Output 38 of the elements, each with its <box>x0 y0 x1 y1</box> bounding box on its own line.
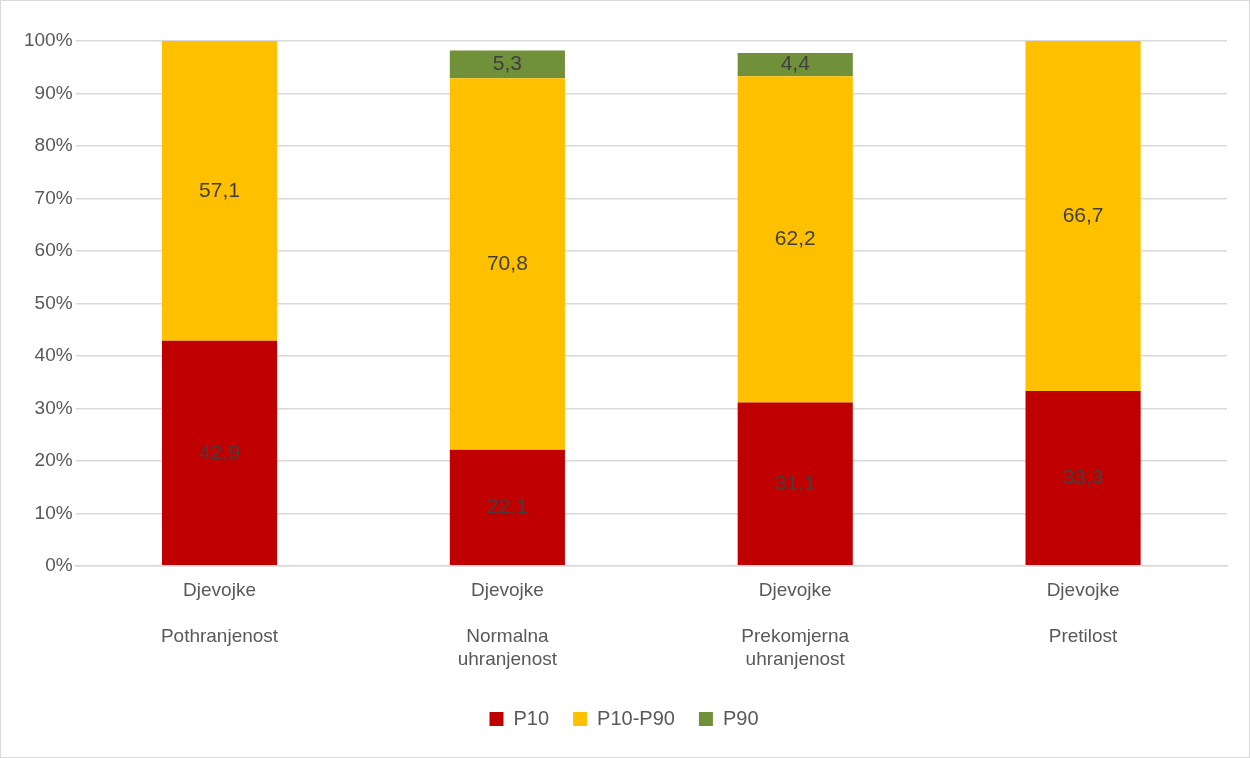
y-tick-label: 80% <box>34 134 73 156</box>
y-tick-label: 70% <box>34 186 73 208</box>
legend-label: P10 <box>513 706 550 729</box>
category-label: Djevojke Pothranjenost <box>160 579 279 647</box>
y-tick-label: 40% <box>34 344 73 366</box>
data-label: 33,3 <box>1062 464 1104 488</box>
bar <box>449 449 565 566</box>
y-tick-label: 90% <box>34 81 73 103</box>
bar <box>737 53 853 77</box>
data-label: 22,1 <box>486 494 528 518</box>
data-label: 5,3 <box>492 51 522 75</box>
y-tick-label: 100% <box>23 29 73 51</box>
category-label: Djevojke Normalna uhranjenost <box>457 579 558 669</box>
bar <box>737 402 853 566</box>
bar <box>737 76 853 403</box>
data-label: 70,8 <box>486 250 528 274</box>
bar <box>449 78 565 450</box>
y-tick-label: 60% <box>34 239 73 261</box>
y-tick-label: 10% <box>34 501 73 523</box>
data-label: 42,9 <box>199 439 240 463</box>
bar <box>161 340 278 566</box>
y-tick-label: 30% <box>34 396 73 418</box>
y-tick-label: 0% <box>45 554 73 576</box>
legend-label: P10-P90 <box>597 706 675 729</box>
data-label: 66,7 <box>1062 202 1104 226</box>
data-label: 57,1 <box>199 177 240 201</box>
bar <box>449 50 565 79</box>
y-tick-label: 20% <box>34 449 73 471</box>
data-label: 62,2 <box>774 226 816 250</box>
legend-label: P90 <box>722 706 759 729</box>
bar <box>1025 41 1141 392</box>
bar <box>161 41 278 341</box>
category-label: Djevojke Pretilost <box>1046 579 1120 647</box>
data-label: 31,1 <box>774 470 816 494</box>
y-tick-label: 50% <box>34 291 73 313</box>
category-label: Djevojke Prekomjerna uhranjenost <box>741 579 850 669</box>
bar <box>1025 391 1141 566</box>
data-label: 4,4 <box>780 51 811 75</box>
